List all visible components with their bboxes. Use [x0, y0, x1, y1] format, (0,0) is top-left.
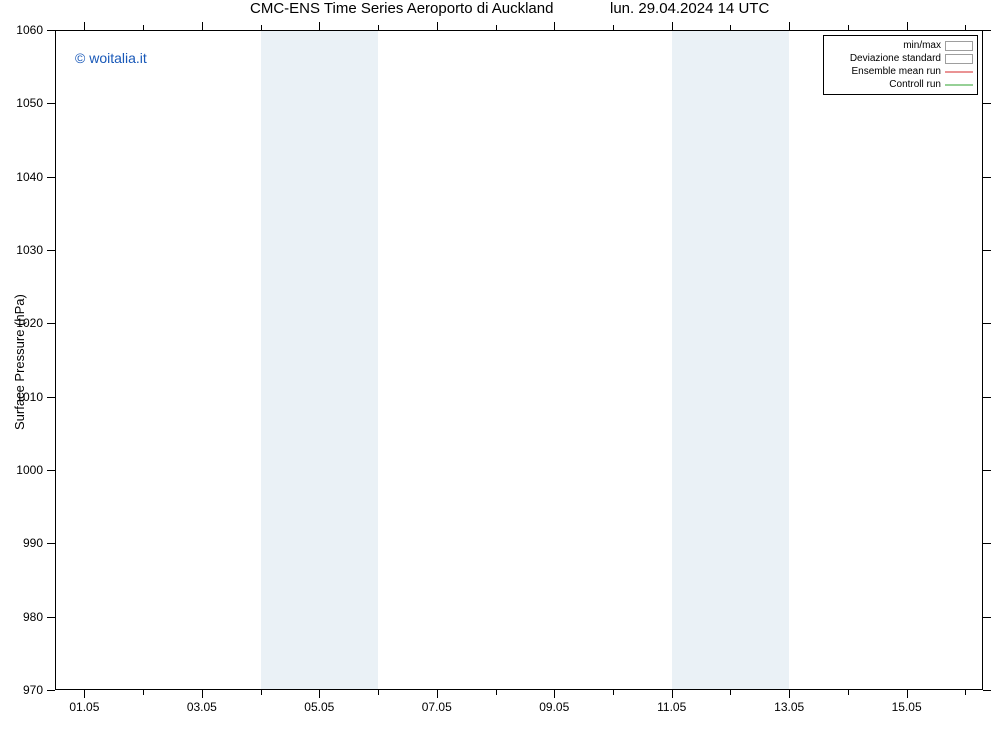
plot-area: © woitalia.it min/max Deviazione standard… — [55, 30, 983, 690]
legend-item: Ensemble mean run — [828, 65, 973, 78]
chart-container: { "chart": { "type": "line", "title_left… — [0, 0, 1000, 733]
x-minor-tick — [496, 25, 497, 30]
x-minor-tick — [378, 690, 379, 695]
x-tick — [672, 22, 673, 30]
y-tick-label: 1020 — [0, 316, 43, 330]
y-tick — [47, 103, 55, 104]
legend-label: Ensemble mean run — [852, 66, 946, 77]
x-minor-tick — [613, 25, 614, 30]
y-tick-label: 1000 — [0, 463, 43, 477]
y-tick — [983, 617, 991, 618]
x-tick-label: 01.05 — [69, 700, 99, 714]
y-tick — [983, 30, 991, 31]
x-tick — [84, 22, 85, 30]
y-tick — [47, 543, 55, 544]
x-tick-label: 11.05 — [657, 700, 686, 714]
x-tick — [672, 690, 673, 698]
x-minor-tick — [378, 25, 379, 30]
x-minor-tick — [261, 690, 262, 695]
shaded-band — [730, 30, 789, 690]
y-tick — [983, 103, 991, 104]
x-tick — [554, 690, 555, 698]
legend-swatch — [945, 80, 973, 90]
x-tick — [789, 690, 790, 698]
x-tick-label: 09.05 — [539, 700, 569, 714]
x-minor-tick — [613, 690, 614, 695]
x-minor-tick — [730, 25, 731, 30]
y-tick — [983, 470, 991, 471]
y-tick-label: 1060 — [0, 23, 43, 37]
plot-border — [55, 30, 983, 690]
legend-swatch — [945, 67, 973, 77]
x-tick — [319, 690, 320, 698]
x-minor-tick — [965, 25, 966, 30]
x-tick — [202, 690, 203, 698]
x-minor-tick — [143, 25, 144, 30]
legend-item: Deviazione standard — [828, 52, 973, 65]
y-tick — [47, 470, 55, 471]
y-tick-label: 970 — [0, 683, 43, 697]
y-tick — [983, 250, 991, 251]
x-tick — [907, 690, 908, 698]
y-tick — [47, 690, 55, 691]
legend-swatch — [945, 54, 973, 64]
y-tick — [983, 690, 991, 691]
x-minor-tick — [261, 25, 262, 30]
y-tick — [47, 323, 55, 324]
x-tick — [202, 22, 203, 30]
y-tick — [47, 177, 55, 178]
shaded-band — [319, 30, 378, 690]
x-tick-label: 03.05 — [187, 700, 217, 714]
x-tick — [319, 22, 320, 30]
y-tick — [47, 397, 55, 398]
x-tick — [84, 690, 85, 698]
x-minor-tick — [848, 25, 849, 30]
x-minor-tick — [848, 690, 849, 695]
x-tick-label: 05.05 — [304, 700, 334, 714]
x-minor-tick — [143, 690, 144, 695]
y-tick — [983, 177, 991, 178]
legend-item: min/max — [828, 39, 973, 52]
y-tick — [983, 323, 991, 324]
y-tick-label: 1050 — [0, 96, 43, 110]
y-axis-title: Surface Pressure (hPa) — [12, 294, 27, 430]
x-minor-tick — [730, 690, 731, 695]
chart-title-right: lun. 29.04.2024 14 UTC — [610, 0, 769, 17]
x-tick-label: 07.05 — [422, 700, 452, 714]
legend: min/max Deviazione standard Ensemble mean … — [823, 35, 978, 95]
legend-swatch — [945, 41, 973, 51]
x-tick — [437, 690, 438, 698]
x-tick — [789, 22, 790, 30]
x-tick-label: 13.05 — [774, 700, 804, 714]
legend-item: Controll run — [828, 78, 973, 91]
legend-label: Controll run — [889, 79, 945, 90]
x-tick-label: 15.05 — [892, 700, 922, 714]
legend-label: Deviazione standard — [850, 53, 945, 64]
watermark: © woitalia.it — [75, 50, 147, 66]
shaded-band — [672, 30, 731, 690]
y-tick-label: 990 — [0, 536, 43, 550]
x-tick — [907, 22, 908, 30]
legend-label: min/max — [903, 40, 945, 51]
x-tick — [437, 22, 438, 30]
y-tick-label: 1040 — [0, 170, 43, 184]
y-tick — [47, 30, 55, 31]
y-tick-label: 1030 — [0, 243, 43, 257]
y-tick — [983, 543, 991, 544]
x-minor-tick — [965, 690, 966, 695]
x-minor-tick — [496, 690, 497, 695]
chart-title-left: CMC-ENS Time Series Aeroporto di Aucklan… — [250, 0, 553, 17]
y-tick — [47, 617, 55, 618]
y-tick — [47, 250, 55, 251]
y-tick-label: 980 — [0, 610, 43, 624]
x-tick — [554, 22, 555, 30]
y-tick — [983, 397, 991, 398]
y-tick-label: 1010 — [0, 390, 43, 404]
shaded-band — [261, 30, 320, 690]
